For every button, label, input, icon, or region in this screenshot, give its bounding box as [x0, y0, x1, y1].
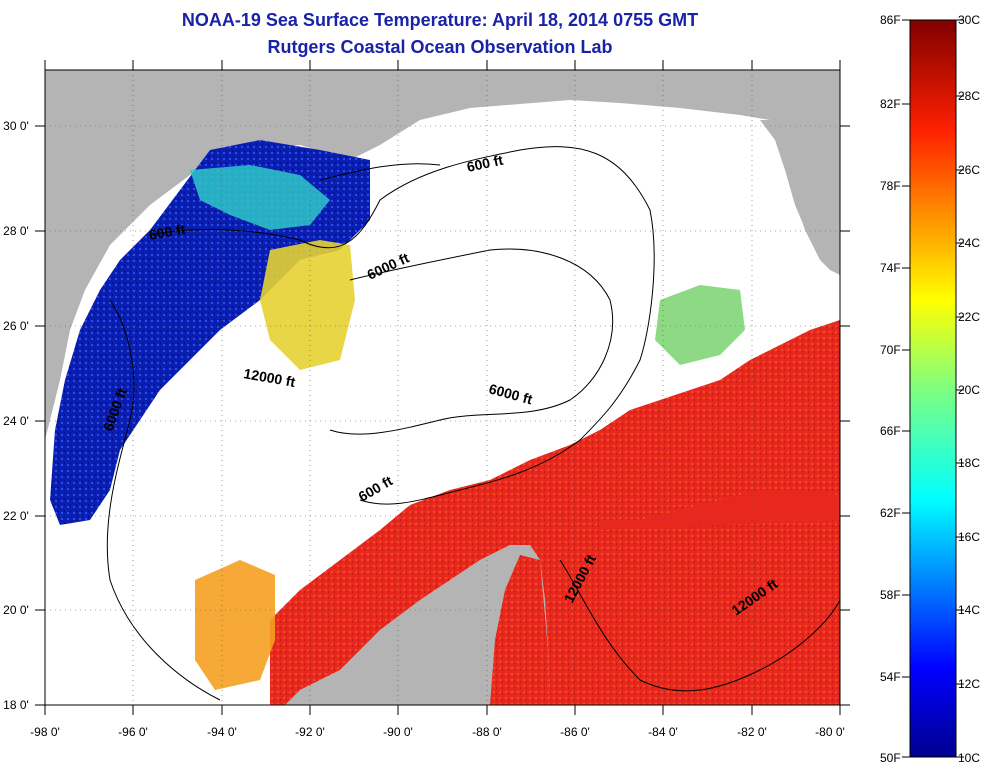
- contour-label: 600 ft: [148, 221, 187, 243]
- lon-tick-label: -92 0': [295, 725, 325, 739]
- bathymetry-contours: [106, 146, 841, 701]
- warm-sst-caribbean: [490, 555, 550, 705]
- graticule: [45, 70, 840, 705]
- colorbar-ticks: [902, 19, 964, 758]
- colorbar-scale: [909, 19, 957, 758]
- colorbar: 86F 82F 78F 74F 70F 66F 62F 58F 54F 50F …: [880, 13, 980, 765]
- lon-tick-label: -80 0': [815, 725, 845, 739]
- lon-tick-label: -94 0': [207, 725, 237, 739]
- mid-sst-cyan: [190, 165, 330, 230]
- lon-tick-label: -86 0': [560, 725, 590, 739]
- contour-label: 600 ft: [465, 152, 504, 175]
- colorbar-f-label: 54F: [880, 670, 901, 684]
- colorbar-f-label: 86F: [880, 13, 901, 27]
- lat-tick-label: 22 0': [3, 509, 29, 523]
- florida-land: [760, 120, 840, 270]
- colorbar-f-label: 50F: [880, 751, 901, 765]
- colorbar-c-label: 14C: [958, 603, 980, 617]
- mid-sst-green: [655, 285, 745, 365]
- colorbar-c-label: 24C: [958, 236, 980, 250]
- colorbar-f-label: 78F: [880, 179, 901, 193]
- colorbar-c-label: 10C: [958, 751, 980, 765]
- map-title: NOAA-19 Sea Surface Temperature: April 1…: [181, 10, 699, 30]
- lat-tick-label: 26 0': [3, 319, 29, 333]
- colorbar-f-label: 58F: [880, 588, 901, 602]
- yucatan-land: [280, 545, 550, 705]
- colorbar-f-label: 82F: [880, 97, 901, 111]
- frame-ticks: [35, 60, 850, 715]
- cool-sst-region: [50, 140, 370, 525]
- colorbar-c-label: 12C: [958, 677, 980, 691]
- latitude-labels: 18 0' 20 0' 22 0' 24 0' 26 0' 28 0' 30 0…: [3, 119, 29, 712]
- lat-tick-label: 30 0': [3, 119, 29, 133]
- lat-tick-label: 20 0': [3, 603, 29, 617]
- lon-tick-label: -98 0': [30, 725, 60, 739]
- colorbar-c-label: 22C: [958, 310, 980, 324]
- lon-tick-label: -96 0': [118, 725, 148, 739]
- colorbar-f-label: 74F: [880, 261, 901, 275]
- colorbar-c-label: 16C: [958, 530, 980, 544]
- lat-tick-label: 24 0': [3, 414, 29, 428]
- lat-tick-label: 28 0': [3, 224, 29, 238]
- lon-tick-label: -88 0': [472, 725, 502, 739]
- map-subtitle: Rutgers Coastal Ocean Observation Lab: [267, 37, 613, 57]
- colorbar-c-label: 26C: [958, 163, 980, 177]
- mid-sst-yellow: [260, 240, 355, 370]
- lon-tick-label: -90 0': [383, 725, 413, 739]
- colorbar-c-label: 28C: [958, 89, 980, 103]
- map-frame: [44, 69, 841, 706]
- warm-sst-region: [270, 320, 840, 705]
- colorbar-c-label: 30C: [958, 13, 980, 27]
- colorbar-f-label: 62F: [880, 506, 901, 520]
- colorbar-f-label: 70F: [880, 343, 901, 357]
- mid-sst-orange: [195, 560, 275, 690]
- lat-tick-label: 18 0': [3, 698, 29, 712]
- colorbar-c-label: 18C: [958, 456, 980, 470]
- colorbar-f-label: 66F: [880, 424, 901, 438]
- lon-tick-label: -82 0': [737, 725, 767, 739]
- lon-tick-label: -84 0': [648, 725, 678, 739]
- warm-sst-florida-straits: [600, 490, 840, 530]
- colorbar-c-label: 20C: [958, 383, 980, 397]
- map-plot-area: [35, 60, 850, 715]
- longitude-labels: -98 0' -96 0' -94 0' -92 0' -90 0' -88 0…: [30, 725, 845, 739]
